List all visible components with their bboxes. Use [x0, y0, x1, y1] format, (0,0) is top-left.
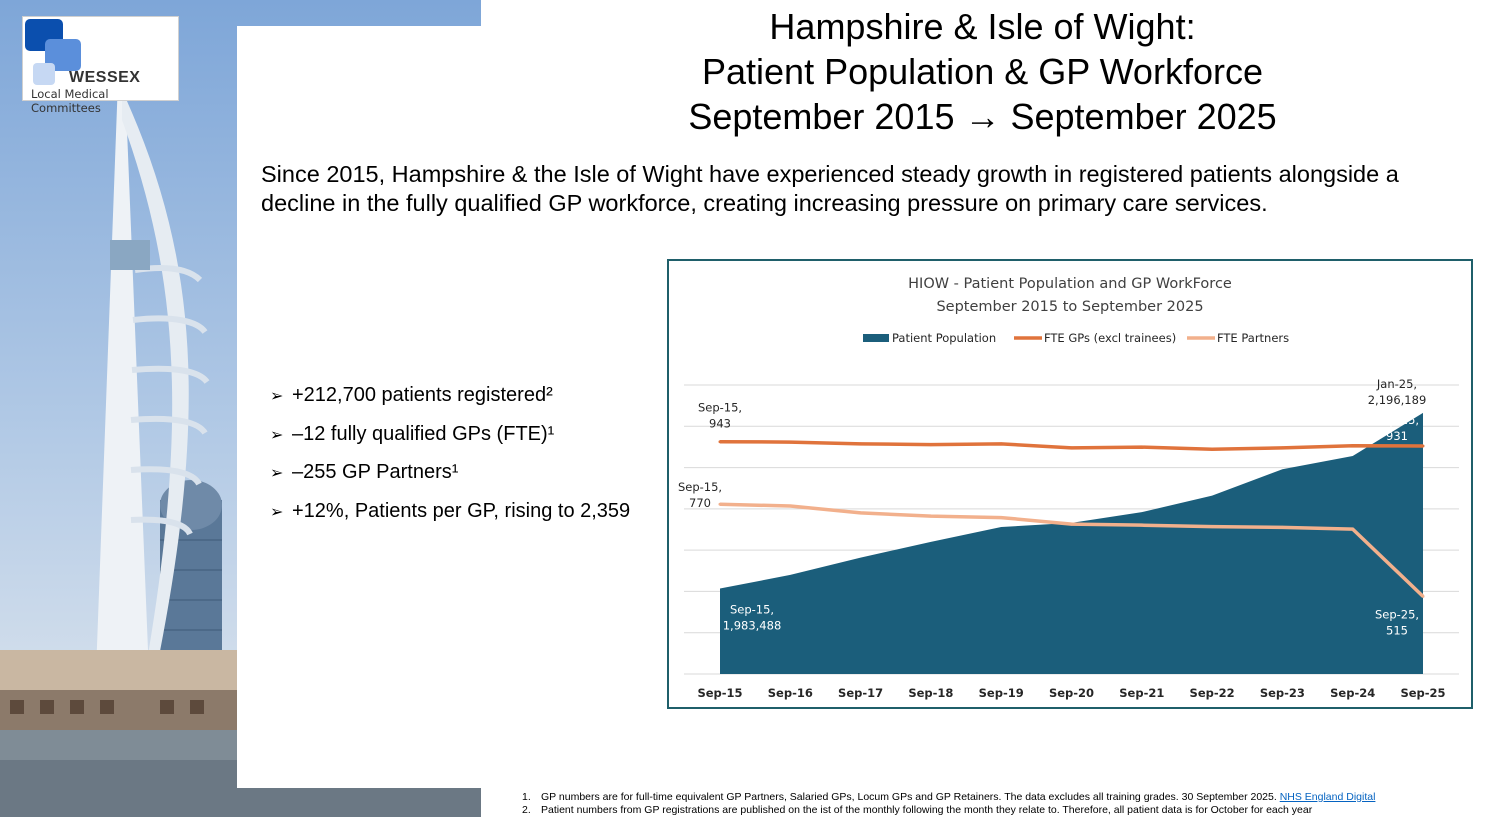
data-point	[929, 443, 933, 447]
data-point	[999, 442, 1003, 446]
list-item: ➢ +12%, Patients per GP, rising to 2,359	[270, 499, 630, 524]
chart-annotations: Sep-15, 943 Sep-25, 931 Sep-15, 770 Sep-25, 515…	[678, 377, 1426, 637]
data-label: Sep-25,	[1375, 413, 1419, 427]
data-label-value: 931	[1386, 429, 1408, 443]
data-label: Jan-25,	[1376, 377, 1417, 391]
data-point	[859, 511, 863, 515]
logo-subtitle: Local Medical Committees	[31, 87, 109, 115]
chart: HIOW - Patient Population and GP WorkFor…	[678, 276, 1459, 700]
data-point	[1421, 594, 1425, 598]
footnote-text: Patient numbers from GP registrations ar…	[541, 804, 1313, 816]
x-axis-ticks: Sep-15 Sep-16 Sep-17 Sep-18 Sep-19 Sep-20 Sep-…	[697, 686, 1445, 700]
x-tick-label: Sep-20	[1049, 686, 1094, 700]
data-point	[1070, 446, 1073, 450]
x-tick-label: Sep-25	[1400, 686, 1445, 700]
data-point	[718, 440, 722, 444]
data-label: Sep-15,	[698, 401, 742, 415]
list-item: ➢ +212,700 patients registered²	[270, 383, 630, 408]
data-point	[1280, 525, 1284, 529]
nhs-england-digital-link[interactable]: NHS England Digital	[1279, 791, 1376, 803]
arrow-bullet-icon: ➢	[270, 424, 284, 444]
x-tick-label: Sep-18	[908, 686, 953, 700]
list-item-text: +212,700 patients registered²	[292, 384, 553, 406]
data-label-value: 1,983,488	[723, 619, 782, 633]
x-tick-label: Sep-17	[838, 686, 883, 700]
x-tick-label: Sep-15	[697, 686, 742, 700]
data-point	[1280, 446, 1284, 450]
data-point	[1210, 525, 1214, 529]
legend-label: Patient Population	[892, 331, 996, 345]
arrow-bullet-icon: ➢	[270, 386, 284, 405]
chart-container: HIOW - Patient Population and GP WorkFor…	[667, 259, 1473, 709]
x-tick-label: Sep-19	[979, 686, 1024, 700]
x-tick-label: Sep-24	[1330, 686, 1375, 700]
title-line-1: Hampshire & Isle of Wight:	[769, 6, 1196, 47]
legend-label: FTE GPs (excl trainees)	[1044, 331, 1176, 345]
arrow-bullet-icon: ➢	[270, 501, 284, 521]
list-item-text: –12 fully qualified GPs (FTE)¹	[292, 422, 555, 445]
footnote-number: 1.	[522, 791, 531, 803]
area-series-patient-population	[720, 412, 1423, 674]
x-tick-label: Sep-22	[1190, 686, 1235, 700]
data-point	[1210, 447, 1214, 451]
data-point	[1421, 444, 1425, 448]
data-label-value: 515	[1386, 623, 1408, 637]
footnotes: 1. GP numbers are for full-time equivalen…	[522, 791, 1375, 817]
arrow-bullet-icon: ➢	[270, 463, 284, 482]
legend-label: FTE Partners	[1217, 331, 1289, 345]
chart-series	[718, 412, 1425, 674]
footnote-number: 2.	[522, 804, 531, 816]
data-point	[788, 440, 792, 444]
footnote-text: GP numbers are for full-time equivalent …	[541, 791, 1280, 803]
data-point	[929, 514, 933, 518]
x-tick-label: Sep-16	[768, 686, 813, 700]
x-tick-label: Sep-23	[1260, 686, 1305, 700]
title-line-2: Patient Population & GP Workforce	[702, 51, 1263, 92]
data-point	[1351, 527, 1355, 531]
footnote-1: 1. GP numbers are for full-time equivalen…	[522, 791, 1375, 804]
data-point	[859, 442, 863, 446]
list-item-text: –255 GP Partners¹	[292, 461, 459, 483]
legend-swatch	[863, 334, 889, 342]
data-label-value: 2,196,189	[1368, 393, 1427, 407]
chart-legend: Patient Population FTE GPs (excl trainees…	[863, 331, 1289, 345]
chart-title: HIOW - Patient Population and GP WorkFor…	[908, 276, 1232, 292]
logo-square-light	[33, 63, 55, 85]
data-point	[718, 502, 722, 506]
title-line-3: September 2015 → September 2025	[688, 96, 1277, 137]
data-label-value: 943	[709, 417, 731, 431]
chart-subtitle: September 2015 to September 2025	[936, 299, 1203, 315]
data-label: Sep-15,	[730, 603, 774, 617]
data-point	[1140, 523, 1144, 527]
data-label: Sep-25,	[1375, 607, 1419, 621]
data-point	[1140, 445, 1144, 449]
list-item: ➢ –255 GP Partners¹	[270, 460, 630, 485]
list-item: ➢ –12 fully qualified GPs (FTE)¹	[270, 422, 630, 447]
footnote-2: 2. Patient numbers from GP registrations …	[522, 804, 1375, 817]
data-label: Sep-15,	[678, 480, 722, 494]
intro-paragraph: Since 2015, Hampshire & the Isle of Wigh…	[261, 161, 1399, 216]
page-title: Hampshire & Isle of Wight: Patient Popul…	[560, 4, 1405, 139]
key-stats-list: ➢ +212,700 patients registered² ➢ –12 full…	[270, 383, 630, 537]
data-label-value: 770	[689, 496, 711, 510]
list-item-text: +12%, Patients per GP, rising to 2,359	[292, 499, 631, 522]
data-point	[788, 504, 792, 508]
wessex-lmc-logo: WESSEX Local Medical Committees	[22, 16, 179, 115]
logo-brand: WESSEX	[69, 69, 141, 86]
data-point	[1351, 444, 1355, 448]
data-point	[1070, 522, 1073, 526]
data-point	[999, 516, 1003, 520]
x-tick-label: Sep-21	[1119, 686, 1164, 700]
